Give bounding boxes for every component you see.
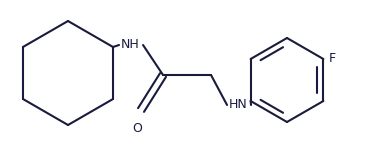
- Text: O: O: [132, 122, 142, 135]
- Text: F: F: [328, 53, 336, 66]
- Text: NH: NH: [121, 39, 140, 52]
- Text: HN: HN: [229, 99, 248, 112]
